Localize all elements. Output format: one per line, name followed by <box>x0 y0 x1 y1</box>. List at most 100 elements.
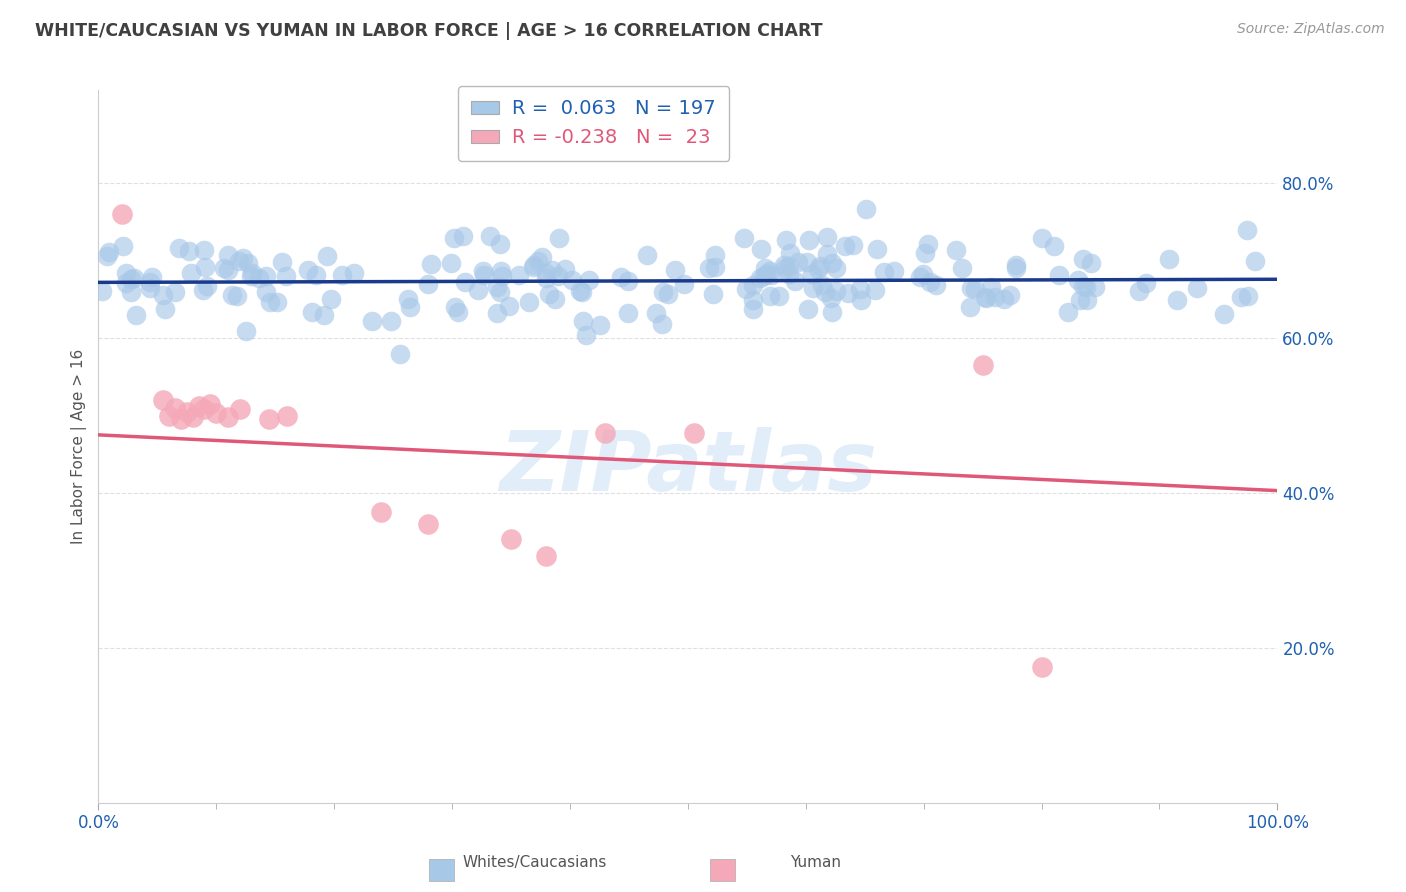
Point <box>1135 277 1157 291</box>
Point <box>157 409 180 423</box>
Point <box>498 299 520 313</box>
Point <box>778 267 800 281</box>
Point <box>796 255 818 269</box>
Point <box>153 301 176 316</box>
Point <box>610 269 633 284</box>
Point <box>122 271 145 285</box>
Point <box>96 249 118 263</box>
Point <box>467 283 489 297</box>
Point <box>754 261 776 276</box>
Point <box>444 300 467 314</box>
Point <box>911 267 934 281</box>
Point <box>508 268 530 282</box>
Point <box>259 412 281 426</box>
Point <box>808 260 831 274</box>
Point <box>960 280 983 294</box>
Point <box>125 308 148 322</box>
Point <box>486 306 509 320</box>
Point <box>537 286 560 301</box>
Point <box>522 260 544 275</box>
Point <box>702 286 724 301</box>
Point <box>191 283 214 297</box>
Point <box>1230 290 1253 304</box>
Point <box>485 280 508 294</box>
Point <box>657 287 679 301</box>
Point <box>984 290 1007 304</box>
Point <box>321 293 343 307</box>
Point <box>301 304 323 318</box>
Point <box>883 264 905 278</box>
Point <box>523 258 546 272</box>
Point <box>1080 256 1102 270</box>
Point <box>917 237 939 252</box>
Point <box>451 228 474 243</box>
Point <box>572 314 595 328</box>
Point <box>749 242 772 256</box>
Point <box>91 285 114 299</box>
Point <box>491 264 513 278</box>
Point <box>240 266 263 280</box>
Point <box>380 314 402 328</box>
Point <box>872 265 894 279</box>
Point <box>141 270 163 285</box>
Point <box>651 317 673 331</box>
Legend: R =  0.063   N = 197, R = -0.238   N =  23: R = 0.063 N = 197, R = -0.238 N = 23 <box>458 86 730 161</box>
Point <box>759 289 782 303</box>
Point <box>589 318 612 333</box>
Point <box>111 239 134 253</box>
Point <box>361 314 384 328</box>
Point <box>418 516 440 531</box>
Point <box>443 231 465 245</box>
Point <box>548 231 571 245</box>
Point <box>672 277 695 291</box>
Point <box>998 287 1021 301</box>
Point <box>925 277 948 292</box>
Point <box>531 250 554 264</box>
Point <box>825 284 848 298</box>
Point <box>797 233 820 247</box>
Point <box>1071 252 1094 266</box>
Point <box>499 533 522 547</box>
Point <box>193 244 215 258</box>
Point <box>834 238 856 252</box>
Point <box>787 254 810 268</box>
Point <box>332 268 354 283</box>
Point <box>775 260 797 275</box>
Point <box>217 248 239 262</box>
Text: Yuman: Yuman <box>790 855 841 870</box>
Point <box>554 262 576 277</box>
Point <box>479 229 502 244</box>
Point <box>1185 281 1208 295</box>
Point <box>249 271 271 285</box>
Point <box>1047 268 1070 282</box>
Point <box>315 249 337 263</box>
Point <box>527 254 550 268</box>
Point <box>972 358 994 372</box>
Text: Source: ZipAtlas.com: Source: ZipAtlas.com <box>1237 22 1385 37</box>
Point <box>235 324 257 338</box>
Point <box>398 300 420 314</box>
Y-axis label: In Labor Force | Age > 16: In Labor Force | Age > 16 <box>72 349 87 544</box>
Point <box>547 268 569 283</box>
Point <box>1067 273 1090 287</box>
Point <box>849 282 872 296</box>
Point <box>1031 231 1053 245</box>
Point <box>111 207 134 221</box>
Point <box>664 262 686 277</box>
Point <box>120 272 142 286</box>
Point <box>1071 278 1094 293</box>
Point <box>842 238 865 252</box>
Point <box>575 328 598 343</box>
Point <box>768 288 790 302</box>
Point <box>778 260 800 274</box>
Point <box>194 260 217 274</box>
Point <box>420 257 443 271</box>
Point <box>97 245 120 260</box>
Point <box>1084 280 1107 294</box>
Text: Whites/Caucasians: Whites/Caucasians <box>463 855 606 870</box>
Point <box>775 233 797 247</box>
Point <box>1031 660 1053 674</box>
Point <box>908 270 931 285</box>
Point <box>807 261 830 276</box>
Point <box>865 283 887 297</box>
